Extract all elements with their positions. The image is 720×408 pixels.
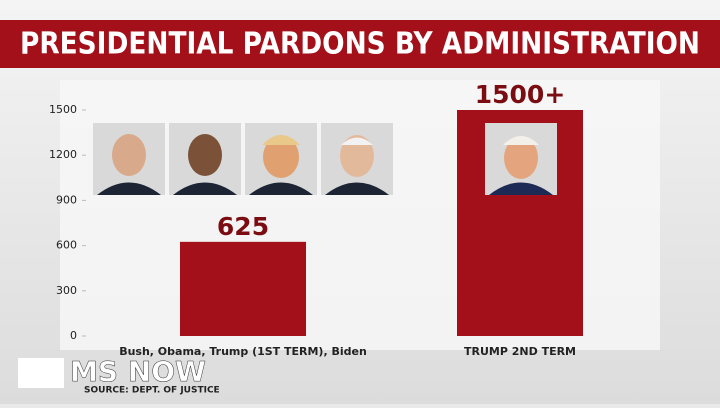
- y-tick-label: 1200: [49, 148, 77, 161]
- portrait: [245, 123, 317, 195]
- y-tick-label: 300: [56, 284, 77, 297]
- y-tick-label: 0: [70, 329, 77, 342]
- x-tick-label: TRUMP 2ND TERM: [464, 345, 576, 358]
- x-tick-label: Bush, Obama, Trump (1ST TERM), Biden: [119, 345, 367, 358]
- chart-title: PRESIDENTIAL PARDONS BY ADMINISTRATION: [20, 27, 700, 62]
- value-label: 625: [217, 212, 269, 241]
- title-banner: [0, 20, 720, 68]
- logo-mark: [18, 358, 64, 388]
- portrait: [321, 123, 393, 195]
- y-tick-label: 900: [56, 193, 77, 206]
- y-tick-label: 1500: [49, 103, 77, 116]
- portrait: [169, 123, 241, 195]
- bar: [180, 241, 306, 336]
- portrait: [485, 123, 557, 195]
- value-label: 1500+: [475, 80, 566, 109]
- portrait: [93, 123, 165, 195]
- y-tick-label: 600: [56, 239, 77, 252]
- logo: MS NOW: [70, 355, 206, 388]
- source: SOURCE: DEPT. OF JUSTICE: [84, 386, 220, 396]
- portraits: [93, 123, 557, 195]
